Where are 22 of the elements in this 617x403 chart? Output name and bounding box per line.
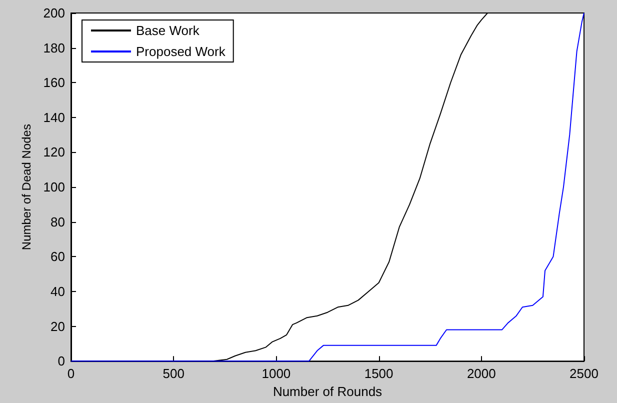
y-tick-label: 0 xyxy=(58,354,65,369)
legend-label: Proposed Work xyxy=(136,44,226,59)
y-tick-label: 80 xyxy=(50,214,65,230)
x-tick-label: 1000 xyxy=(262,366,291,382)
x-tick-label: 500 xyxy=(162,366,184,382)
y-tick-label: 200 xyxy=(43,6,65,20)
y-tick-label: 100 xyxy=(43,180,65,195)
y-tick-label: 180 xyxy=(43,40,65,56)
legend-label: Base Work xyxy=(136,23,200,38)
x-tick-label: 1500 xyxy=(364,366,394,382)
line-series xyxy=(70,12,584,362)
x-tick-label: 2000 xyxy=(466,366,496,382)
x-tick-label: 0 xyxy=(67,366,75,382)
y-tick-label: 40 xyxy=(50,284,65,299)
y-tick-label: 120 xyxy=(43,144,65,160)
y-tick-label: 140 xyxy=(43,110,65,125)
x-tick-label: 2500 xyxy=(570,366,598,382)
y-tick-label: 20 xyxy=(50,318,65,334)
y-tick-label: 160 xyxy=(43,75,65,90)
y-axis-title: Number of Dead Nodes xyxy=(19,124,34,250)
y-tick-label: 60 xyxy=(50,249,65,264)
x-axis-title: Number of Rounds xyxy=(272,384,383,399)
